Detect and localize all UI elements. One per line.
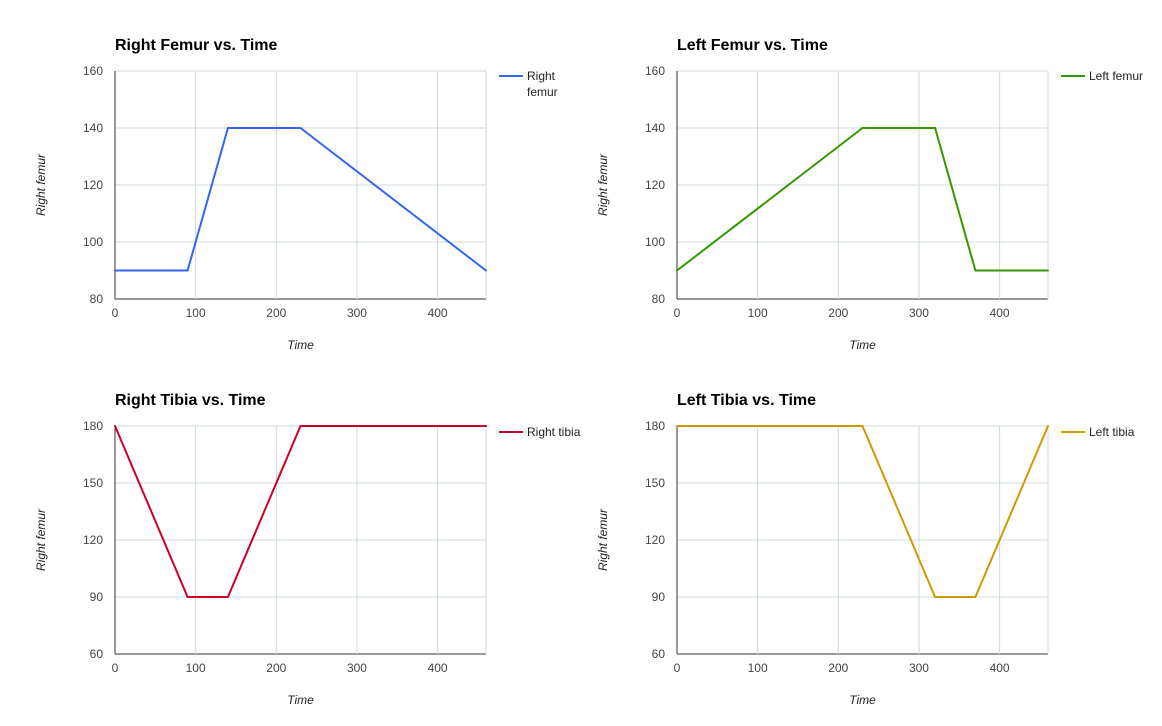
data-point bbox=[114, 269, 116, 272]
data-point bbox=[226, 596, 229, 598]
y-tick-label: 140 bbox=[645, 121, 665, 135]
x-tick-label: 0 bbox=[674, 306, 681, 320]
y-tick-label: 100 bbox=[645, 235, 665, 249]
y-tick-label: 150 bbox=[645, 476, 665, 490]
x-axis-label: Time bbox=[287, 693, 314, 707]
data-point bbox=[1047, 269, 1049, 272]
x-tick-label: 200 bbox=[266, 306, 286, 320]
y-tick-label: 150 bbox=[83, 476, 103, 490]
series-line-right-femur bbox=[115, 127, 487, 272]
series-line-left-tibia bbox=[677, 425, 1049, 598]
data-point bbox=[676, 269, 678, 272]
data-point bbox=[485, 269, 487, 272]
x-tick-label: 0 bbox=[674, 661, 681, 675]
data-point bbox=[485, 425, 487, 427]
y-tick-label: 180 bbox=[645, 419, 665, 433]
chart-title: Right Femur vs. Time bbox=[115, 37, 278, 54]
x-tick-label: 100 bbox=[748, 306, 768, 320]
x-tick-label: 100 bbox=[186, 306, 206, 320]
y-tick-label: 160 bbox=[83, 64, 103, 78]
legend-label: Left tibia bbox=[1089, 425, 1135, 439]
chart-panel-1: Right Femur vs. Time 80 100 120 140 160 0 100 20… bbox=[34, 37, 558, 352]
chart-panel-4: Left Tibia vs. Time 60 90 120 150 180 0 100 200 3… bbox=[596, 392, 1135, 707]
data-point bbox=[186, 269, 189, 272]
y-tick-label: 120 bbox=[645, 178, 665, 192]
y-tick-label: 100 bbox=[83, 235, 103, 249]
data-point bbox=[861, 425, 864, 427]
x-axis-label: Time bbox=[287, 338, 314, 352]
data-point bbox=[1047, 425, 1049, 427]
series-line-right-tibia bbox=[114, 425, 486, 598]
chart-panel-3: Right Tibia vs. Time 60 90 120 150 180 0 100 200… bbox=[34, 392, 581, 707]
x-tick-label: 0 bbox=[112, 306, 119, 320]
legend-label: Left femur bbox=[1089, 69, 1143, 83]
data-point bbox=[114, 425, 116, 427]
y-axis-label: Right femur bbox=[34, 508, 48, 571]
y-tick-label: 80 bbox=[90, 292, 104, 306]
y-tick-label: 90 bbox=[90, 590, 104, 604]
x-tick-label: 300 bbox=[909, 306, 929, 320]
x-tick-label: 200 bbox=[266, 661, 286, 675]
series-line-left-femur bbox=[676, 127, 1048, 272]
y-tick-label: 80 bbox=[652, 292, 666, 306]
chart-title: Left Femur vs. Time bbox=[677, 37, 828, 54]
data-point bbox=[974, 269, 977, 272]
legend-label: Right tibia bbox=[527, 425, 581, 439]
chart-title: Right Tibia vs. Time bbox=[115, 392, 266, 409]
y-tick-label: 60 bbox=[652, 647, 666, 661]
x-tick-label: 400 bbox=[990, 661, 1010, 675]
y-tick-label: 140 bbox=[83, 121, 103, 135]
legend-label: femur bbox=[527, 85, 558, 99]
data-point bbox=[676, 425, 678, 427]
x-tick-label: 300 bbox=[909, 661, 929, 675]
y-tick-label: 180 bbox=[83, 419, 103, 433]
chart-title: Left Tibia vs. Time bbox=[677, 392, 816, 409]
y-tick-label: 90 bbox=[652, 590, 666, 604]
y-tick-label: 120 bbox=[83, 178, 103, 192]
x-tick-label: 100 bbox=[748, 661, 768, 675]
x-axis-label: Time bbox=[849, 338, 876, 352]
x-tick-label: 100 bbox=[186, 661, 206, 675]
data-point bbox=[861, 127, 864, 129]
y-tick-label: 120 bbox=[645, 533, 665, 547]
data-point bbox=[974, 596, 977, 598]
x-tick-label: 300 bbox=[347, 306, 367, 320]
data-point bbox=[934, 127, 937, 129]
x-axis-label: Time bbox=[849, 693, 876, 707]
data-point bbox=[186, 596, 189, 598]
data-point bbox=[299, 425, 302, 427]
legend-label: Right bbox=[527, 69, 556, 83]
y-axis-label: Right femur bbox=[34, 153, 48, 216]
data-point bbox=[934, 596, 937, 598]
x-tick-label: 200 bbox=[828, 306, 848, 320]
x-tick-label: 200 bbox=[828, 661, 848, 675]
y-axis-label: Right femur bbox=[596, 508, 610, 571]
chart-panel-2: Left Femur vs. Time 80 100 120 140 160 0 100 200… bbox=[596, 37, 1143, 352]
y-axis-label: Right femur bbox=[596, 153, 610, 216]
y-tick-label: 160 bbox=[645, 64, 665, 78]
data-point bbox=[299, 127, 302, 129]
y-tick-label: 120 bbox=[83, 533, 103, 547]
y-tick-label: 60 bbox=[90, 647, 104, 661]
x-tick-label: 400 bbox=[990, 306, 1010, 320]
data-point bbox=[226, 127, 229, 129]
x-tick-label: 400 bbox=[428, 661, 448, 675]
x-tick-label: 400 bbox=[428, 306, 448, 320]
x-tick-label: 0 bbox=[112, 661, 119, 675]
x-tick-label: 300 bbox=[347, 661, 367, 675]
